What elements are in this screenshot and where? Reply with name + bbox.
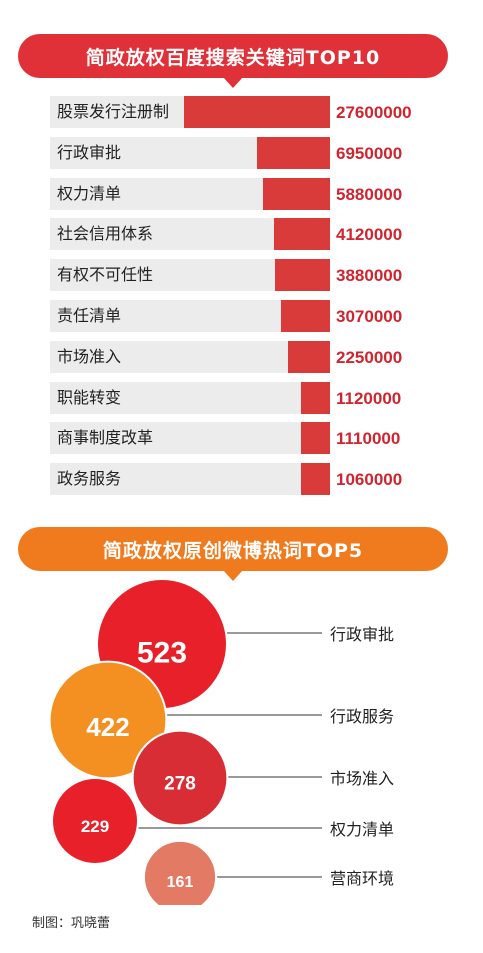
bubble-chart: 523 行政审批 422 行政服务 278 市场准入 229 权力清单 161 营商环境 (48, 578, 394, 905)
bar-category-label: 商事制度改革 (57, 428, 154, 448)
bar-value-label: 3070000 (336, 307, 403, 326)
bar (300, 422, 330, 455)
bar-row: 政务服务 1060000 (0, 463, 483, 496)
bar-row: 职能转变 1120000 (0, 381, 483, 414)
top10-title: 简政放权百度搜索关键词TOP10 (85, 46, 381, 69)
bar-row: 商事制度改革 1110000 (0, 422, 483, 455)
top10-banner: 简政放权百度搜索关键词TOP10 (18, 34, 448, 88)
bar-row: 有权不可任性 3880000 (0, 259, 483, 292)
bar (184, 96, 330, 128)
bar-value-label: 27600000 (336, 103, 412, 122)
credit-text: 制图：巩晓蕾 (32, 916, 111, 931)
bubble-value-label: 278 (164, 774, 196, 795)
bar-category-label: 权力清单 (57, 183, 122, 203)
bar-value-label: 6950000 (336, 143, 403, 163)
bar (273, 218, 330, 251)
bar (275, 259, 330, 292)
top5-banner: 简政放权原创微博热词TOP5 (18, 527, 448, 581)
bar (288, 340, 330, 373)
bar-row: 股票发行注册制 27600000 (0, 96, 483, 128)
bar-row: 责任清单 3070000 (0, 300, 483, 332)
bar-value-label: 5880000 (336, 184, 403, 204)
bar-category-label: 责任清单 (57, 306, 122, 325)
bubble-category-label: 行政服务 (330, 707, 394, 726)
bar-category-label: 职能转变 (57, 387, 122, 407)
bar (301, 463, 330, 496)
bubble (131, 729, 229, 827)
bubble (142, 839, 218, 905)
bar-category-label: 有权不可任性 (57, 265, 154, 285)
bar-row: 行政审批 6950000 (0, 136, 483, 169)
bar-value-label: 1110000 (336, 429, 401, 449)
bar-category-label: 政务服务 (57, 469, 122, 489)
bubble-value-label: 422 (86, 712, 129, 742)
bar-value-label: 1120000 (336, 388, 402, 408)
bar (300, 381, 330, 414)
bar-row: 社会信用体系 4120000 (0, 218, 483, 251)
bar-row: 市场准入 2250000 (0, 340, 483, 373)
top5-title: 简政放权原创微博热词TOP5 (102, 539, 364, 562)
bar-value-label: 4120000 (336, 225, 403, 245)
bar (262, 177, 330, 210)
bubble-category-label: 行政审批 (330, 625, 394, 644)
bubble-value-label: 523 (137, 637, 187, 670)
bar-value-label: 2250000 (336, 347, 403, 367)
bar-value-label: 1060000 (336, 470, 403, 490)
bubble (48, 660, 168, 780)
bar-row: 权力清单 5880000 (0, 177, 483, 210)
bar-category-label: 股票发行注册制 (57, 102, 170, 121)
bar (256, 136, 330, 169)
bar-track (50, 381, 330, 414)
bar-category-label: 行政审批 (57, 142, 122, 162)
bar (281, 300, 330, 332)
bubble-category-label: 市场准入 (330, 769, 394, 788)
bar-track (50, 422, 330, 455)
bubble-value-label: 161 (167, 874, 194, 891)
bar-value-label: 3880000 (336, 266, 403, 286)
bar-track (50, 463, 330, 496)
bubble-value-label: 229 (81, 817, 109, 836)
bubble (50, 776, 140, 866)
bar-track (50, 340, 330, 373)
bubble-category-label: 权力清单 (330, 820, 394, 839)
bar-category-label: 社会信用体系 (57, 224, 154, 244)
bar-category-label: 市场准入 (57, 346, 122, 366)
bubble-category-label: 营商环境 (330, 869, 394, 888)
